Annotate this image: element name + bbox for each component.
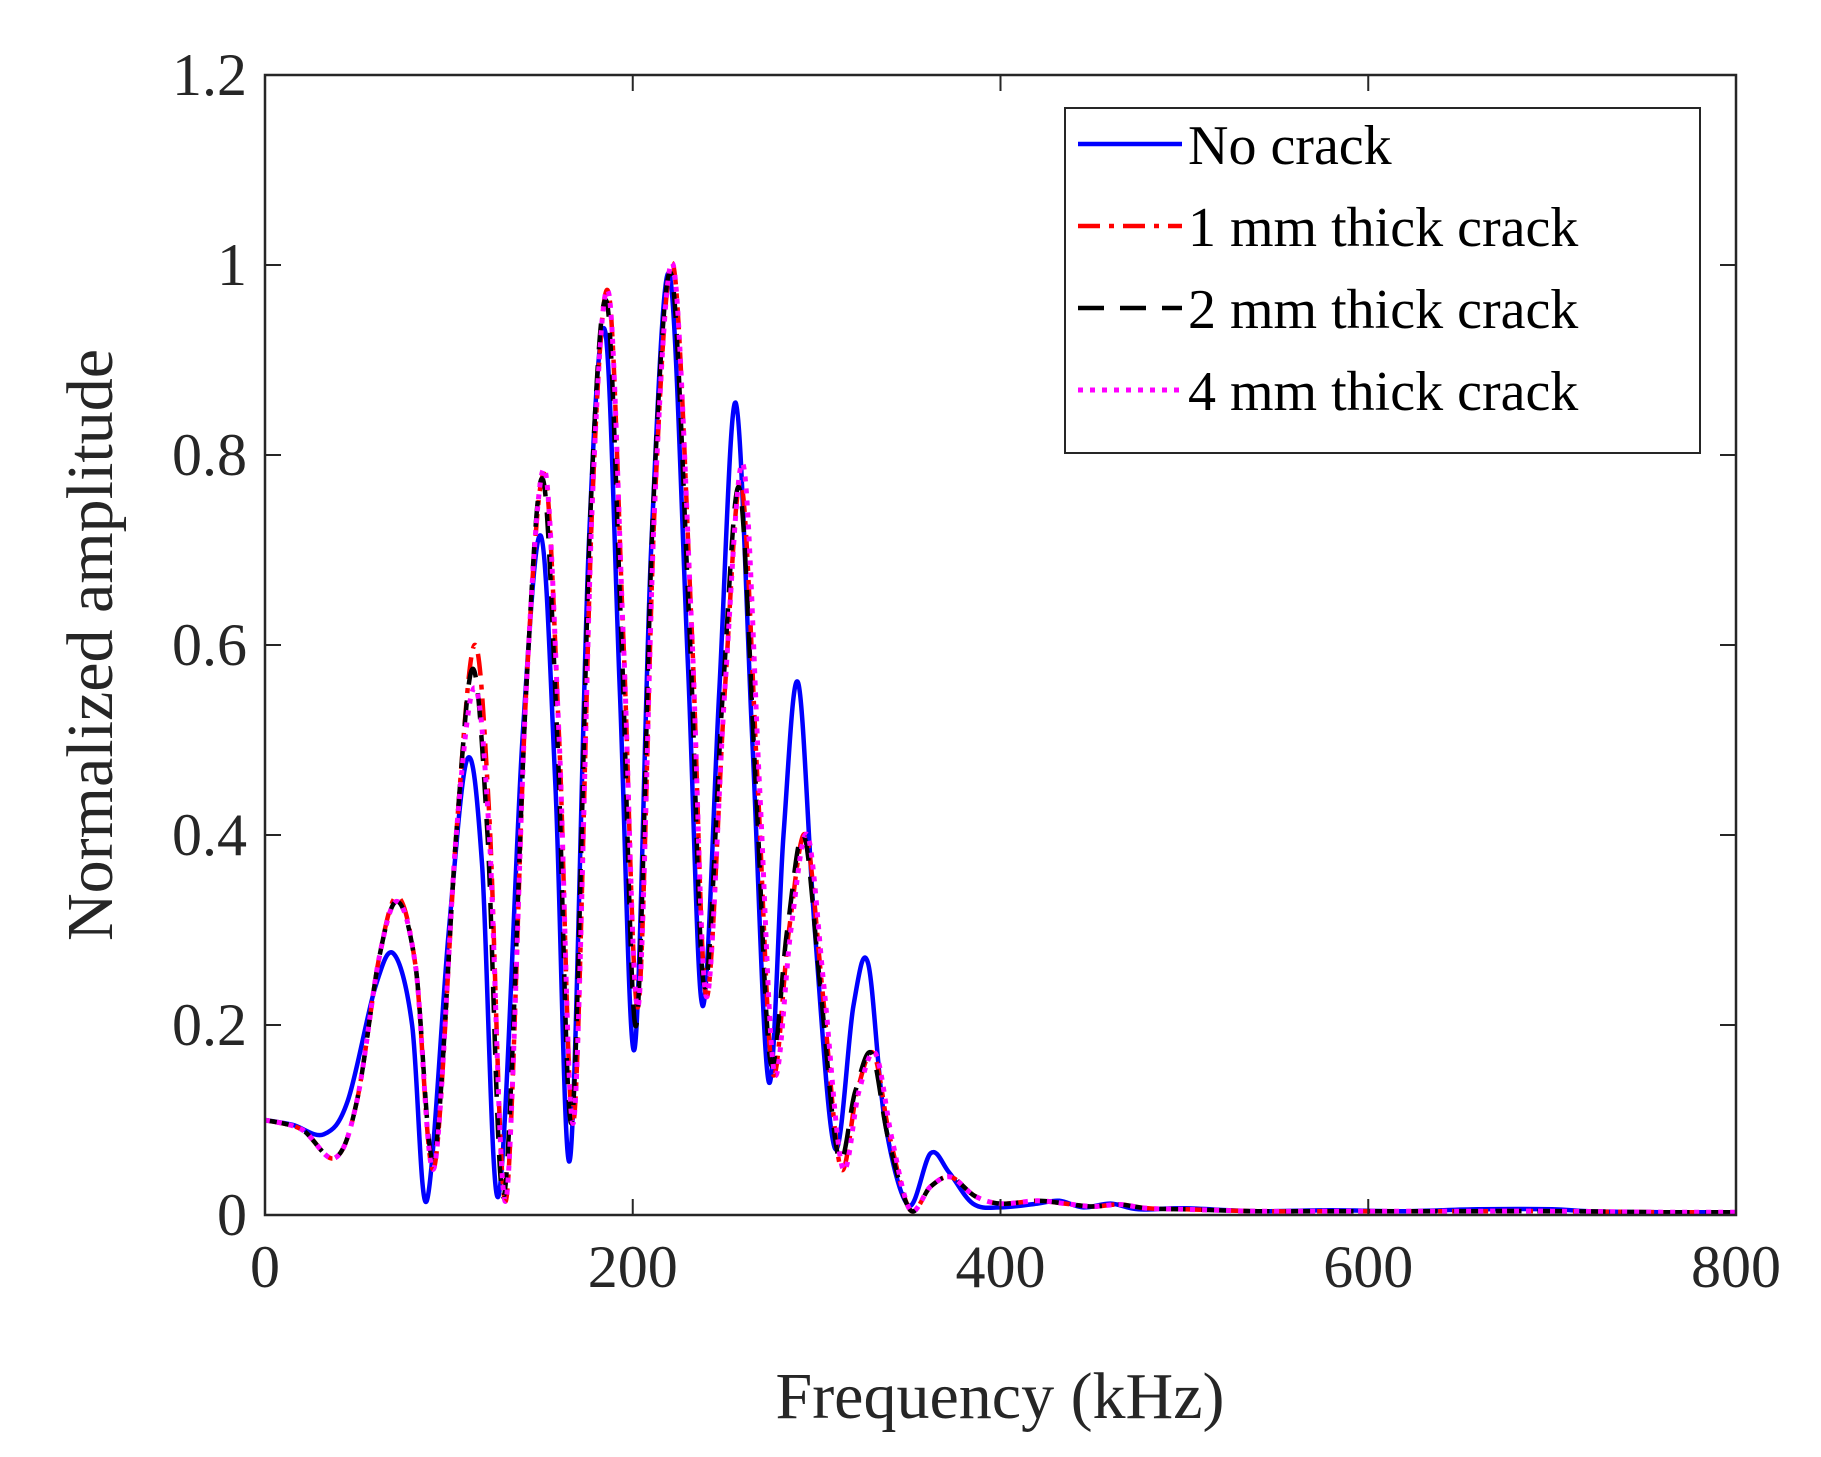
legend-label-4: 4 mm thick crack: [1188, 361, 1578, 423]
x-tick-label: 0: [250, 1234, 280, 1300]
x-tick-label: 600: [1323, 1234, 1413, 1300]
plot-area: [265, 260, 1736, 1215]
series-line-2: [265, 260, 1736, 1215]
y-tick-label: 1.2: [172, 42, 247, 108]
legend-label-1: No crack: [1188, 115, 1392, 177]
y-tick-label: 0.6: [172, 612, 247, 678]
x-tick-label: 800: [1691, 1234, 1781, 1300]
ticks-layer: [264, 74, 1737, 1216]
series-layer: [265, 260, 1736, 1215]
y-tick-label: 0: [217, 1182, 247, 1248]
x-tick-label: 400: [956, 1234, 1046, 1300]
legend: No crack 1 mm thick crack 2 mm thick crack…: [1064, 107, 1701, 454]
legend-box: [1064, 107, 1701, 454]
y-axis-title: Normalized amplitude: [54, 349, 127, 941]
x-axis-title: Frequency (kHz): [776, 1360, 1225, 1433]
series-line-4: [265, 260, 1736, 1215]
y-tick-label: 1: [217, 232, 247, 298]
y-tick-label: 0.2: [172, 992, 247, 1058]
y-tick-label: 0.4: [172, 802, 247, 868]
legend-label-3: 2 mm thick crack: [1188, 279, 1578, 341]
y-tick-label: 0.8: [172, 422, 247, 488]
legend-label-2: 1 mm thick crack: [1188, 197, 1578, 259]
x-tick-label: 200: [588, 1234, 678, 1300]
legend-entries: No crack 1 mm thick crack 2 mm thick crack…: [1078, 115, 1578, 423]
tick-labels-layer: 0 200 400 600 800 0 0.2 0.4 0.6 0.8 1 1.2: [172, 42, 1781, 1300]
